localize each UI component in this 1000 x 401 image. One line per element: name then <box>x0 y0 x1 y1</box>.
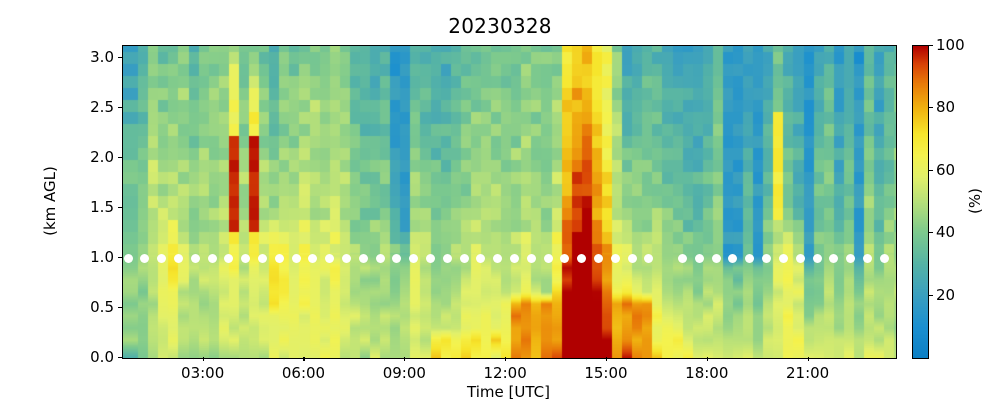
y-tick-label: 1.5 <box>90 198 114 216</box>
y-axis-label: (km AGL) <box>41 166 59 236</box>
x-tick-label: 21:00 <box>785 364 830 382</box>
x-axis-label: Time [UTC] <box>467 383 550 401</box>
heatmap-image[interactable] <box>123 46 896 358</box>
x-tick-label: 12:00 <box>483 364 527 382</box>
y-tick-mark <box>118 257 122 259</box>
y-tick-mark <box>118 357 122 359</box>
colorbar-tick-mark <box>929 107 933 109</box>
x-tick-label: 03:00 <box>181 364 225 382</box>
colorbar-tick-mark <box>929 294 933 296</box>
y-tick-mark <box>118 307 122 309</box>
x-tick-mark <box>605 357 608 361</box>
chart-title: 20230328 <box>448 14 552 38</box>
colorbar-tick-mark <box>929 169 933 171</box>
x-tick-mark <box>404 357 406 361</box>
x-tick-label: 09:00 <box>382 364 426 382</box>
y-tick-mark <box>118 107 122 109</box>
colorbar-tick-mark <box>929 45 933 47</box>
colorbar-tick-label: 100 <box>936 36 965 54</box>
x-tick-label: 15:00 <box>584 364 628 382</box>
x-tick-mark <box>303 357 305 361</box>
colorbar-tick-mark <box>929 232 933 234</box>
y-tick-mark <box>118 207 122 209</box>
y-tick-mark <box>118 157 122 159</box>
y-tick-mark <box>118 57 122 59</box>
x-tick-mark <box>706 357 708 361</box>
colorbar-tick-label: 20 <box>936 285 956 304</box>
y-tick-label: 2.0 <box>90 148 114 166</box>
x-tick-mark <box>202 357 204 361</box>
colorbar-gradient <box>913 46 928 358</box>
x-tick-label: 18:00 <box>685 364 729 382</box>
colorbar-tick-label: 60 <box>936 160 956 179</box>
y-tick-label: 0.5 <box>90 298 114 316</box>
x-tick-mark <box>505 357 507 361</box>
x-tick-label: 06:00 <box>281 364 326 382</box>
heatmap-axes[interactable] <box>122 45 897 359</box>
y-tick-label: 2.5 <box>90 98 114 116</box>
y-tick-label: 3.0 <box>90 48 114 66</box>
x-tick-mark <box>807 357 809 361</box>
colorbar-tick-label: 40 <box>936 223 956 242</box>
y-tick-label: 1.0 <box>90 248 114 266</box>
colorbar[interactable] <box>912 45 929 359</box>
colorbar-tick-label: 80 <box>936 98 956 117</box>
y-tick-label: 0.0 <box>90 348 114 366</box>
colorbar-label: (%) <box>966 188 984 214</box>
